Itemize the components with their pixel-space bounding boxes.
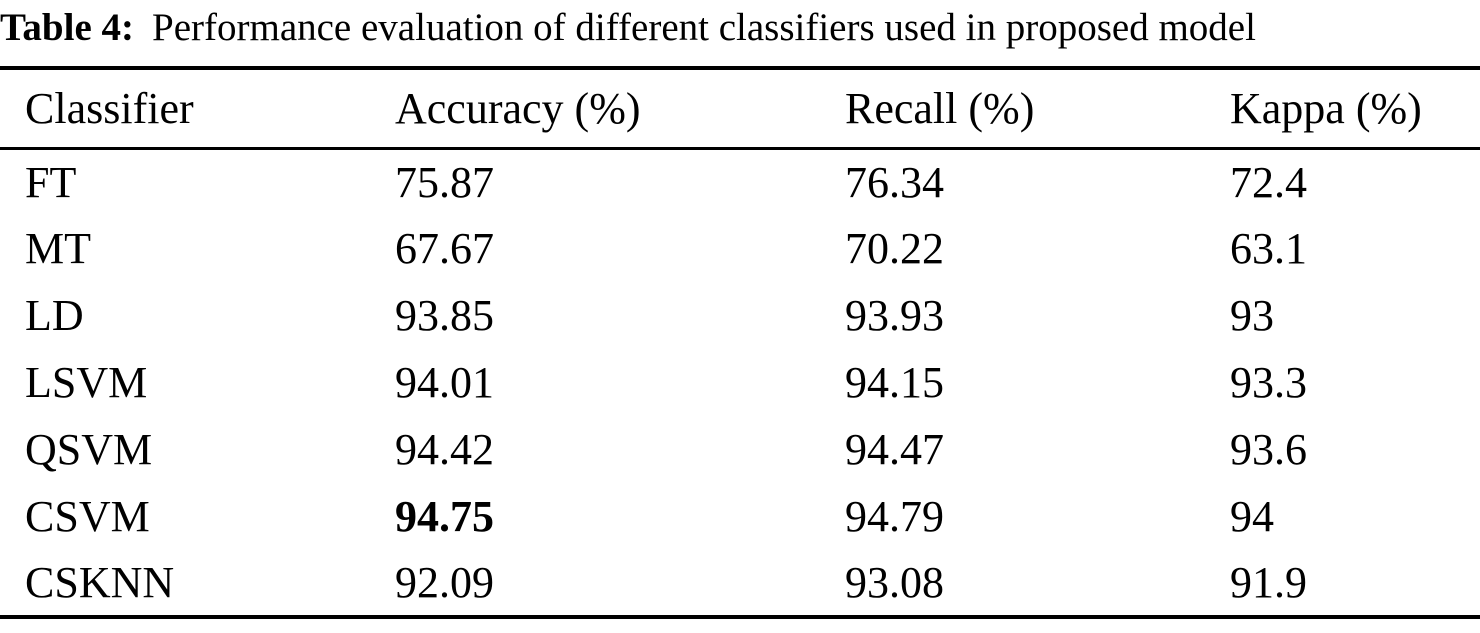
column-header-recall: Recall (%) [820,68,1205,150]
cell-kappa: 93.6 [1230,425,1307,474]
cell-accuracy: 75.87 [395,157,494,207]
cell-recall: 93.93 [845,291,944,340]
performance-table: Classifier Accuracy (%) Recall (%) Kappa… [0,66,1480,619]
column-header-accuracy: Accuracy (%) [370,68,820,150]
header-row: Classifier Accuracy (%) Recall (%) Kappa… [0,68,1480,150]
cell-classifier: FT [25,157,77,207]
cell-classifier: QSVM [25,425,153,474]
cell-accuracy: 67.67 [395,224,494,273]
cell-accuracy: 93.85 [395,291,494,340]
cell-accuracy: 94.01 [395,358,494,407]
cell-kappa: 93 [1230,291,1274,340]
table-row: CSVM 94.75 94.79 94 [0,483,1480,550]
cell-kappa: 93.3 [1230,358,1307,407]
table-row: QSVM 94.42 94.47 93.6 [0,416,1480,483]
cell-recall: 76.34 [845,157,944,207]
cell-recall: 94.15 [845,358,944,407]
cell-recall: 70.22 [845,224,944,273]
cell-kappa: 72.4 [1230,157,1307,207]
cell-accuracy: 92.09 [395,558,494,607]
table-caption-number: Table 4: [0,6,135,49]
cell-classifier: CSKNN [25,558,175,607]
cell-classifier: CSVM [25,492,150,541]
table-row: LD 93.85 93.93 93 [0,282,1480,349]
cell-recall: 93.08 [845,558,944,607]
cell-classifier: LD [25,291,84,340]
table-row: LSVM 94.01 94.15 93.3 [0,349,1480,416]
cell-kappa: 63.1 [1230,224,1307,273]
table-body: FT 75.87 76.34 72.4 MT 67.67 70.22 63.1 … [0,148,1480,617]
table-caption: Table 4: Performance evaluation of differ… [0,0,1480,66]
cell-kappa: 94 [1230,492,1274,541]
column-header-kappa: Kappa (%) [1205,68,1480,150]
cell-accuracy: 94.75 [395,492,494,541]
table-row: CSKNN 92.09 93.08 91.9 [0,550,1480,617]
cell-recall: 94.79 [845,492,944,541]
table-caption-text: Performance evaluation of different clas… [152,6,1256,49]
cell-accuracy: 94.42 [395,425,494,474]
cell-recall: 94.47 [845,425,944,474]
cell-classifier: LSVM [25,358,148,407]
table-header: Classifier Accuracy (%) Recall (%) Kappa… [0,68,1480,150]
cell-kappa: 91.9 [1230,558,1307,607]
cell-classifier: MT [25,224,91,273]
table-row: MT 67.67 70.22 63.1 [0,215,1480,282]
column-header-classifier: Classifier [0,68,370,150]
table-row: FT 75.87 76.34 72.4 [0,148,1480,215]
